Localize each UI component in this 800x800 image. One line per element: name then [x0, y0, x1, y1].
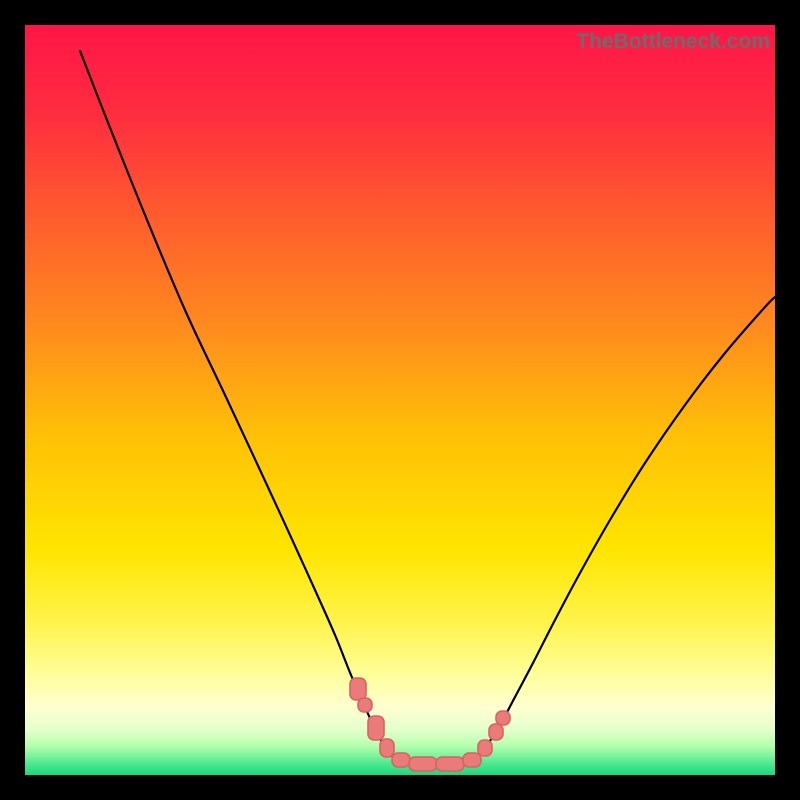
curve-marker [496, 711, 510, 725]
chart-container: TheBottleneck.com [0, 0, 800, 800]
curve-marker [463, 753, 481, 767]
curve-marker [358, 698, 372, 712]
plot-background [25, 25, 775, 775]
curve-marker [436, 757, 464, 771]
curve-marker [350, 678, 366, 700]
bottleneck-chart [0, 0, 800, 800]
curve-marker [409, 757, 437, 771]
curve-marker [478, 740, 492, 756]
curve-marker [392, 753, 410, 767]
curve-marker [489, 724, 503, 740]
curve-marker [380, 739, 394, 757]
watermark-text: TheBottleneck.com [576, 30, 770, 54]
curve-marker [368, 716, 384, 740]
